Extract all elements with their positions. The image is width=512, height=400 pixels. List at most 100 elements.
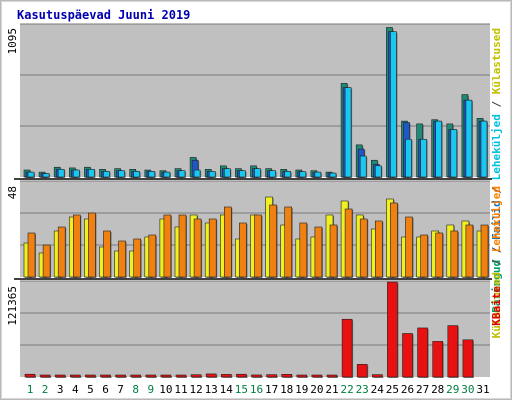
hits-ytick-label: 1095 bbox=[6, 28, 19, 55]
pages-bar-day-8 bbox=[133, 171, 140, 178]
pages-bar-day-20 bbox=[314, 226, 323, 278]
kbytes-bars bbox=[24, 281, 474, 378]
kbytes-bar-day-6 bbox=[100, 374, 111, 378]
day-label: 23 bbox=[356, 383, 369, 396]
kbytes-bar-day-19 bbox=[296, 374, 308, 378]
kbytes-bar-day-12 bbox=[190, 374, 202, 378]
pages-bar-day-21 bbox=[329, 172, 337, 178]
hits-panel: 1095 Päringud / Failid / Leheküljed / Kü… bbox=[6, 23, 503, 313]
day-label: 18 bbox=[280, 383, 293, 396]
hits-legend: Päringud / Failid / Leheküljed / Külastu… bbox=[490, 28, 503, 313]
pages-bar-day-30 bbox=[465, 224, 474, 278]
kbytes-bar-day-20 bbox=[311, 374, 323, 378]
pages-bar-day-17 bbox=[269, 170, 276, 178]
kbytes-bar-day-1 bbox=[24, 373, 36, 378]
pages-bar-day-30 bbox=[465, 99, 473, 178]
visits-legend: Külastused / Leheküljed bbox=[490, 186, 503, 338]
pages-bar-day-15 bbox=[239, 170, 246, 178]
hits-gridlines bbox=[20, 23, 490, 127]
pages-bar-day-10 bbox=[163, 171, 171, 178]
kbytes-bar-day-11 bbox=[175, 374, 187, 378]
day-label: 1 bbox=[27, 383, 34, 396]
day-label: 24 bbox=[371, 383, 385, 396]
day-label: 20 bbox=[310, 383, 323, 396]
kbytes-bar-day-5 bbox=[85, 374, 96, 378]
pages-bar-day-28 bbox=[435, 232, 444, 278]
day-label: 31 bbox=[476, 383, 489, 396]
pages-bar-day-3 bbox=[57, 226, 66, 278]
pages-bar-day-18 bbox=[284, 206, 293, 278]
pages-bar-day-1 bbox=[27, 171, 35, 178]
pages-bar-day-12 bbox=[193, 218, 202, 278]
pages-bar-day-22 bbox=[344, 87, 352, 178]
kbytes-bar-day-22 bbox=[341, 318, 353, 378]
day-label: 14 bbox=[220, 383, 234, 396]
kbytes-panel: 121365 KBaite bbox=[6, 280, 503, 378]
pages-bar-day-31 bbox=[480, 120, 488, 178]
pages-bar-day-25 bbox=[390, 31, 397, 178]
pages-bar-day-27 bbox=[420, 234, 428, 278]
kbytes-bar-day-26 bbox=[402, 333, 413, 378]
kbytes-bar-day-25 bbox=[387, 281, 398, 378]
pages-bar-day-7 bbox=[118, 240, 126, 278]
day-label: 15 bbox=[235, 383, 248, 396]
legend-pages-orange: Leheküljed bbox=[490, 186, 503, 252]
pages-bar-day-22 bbox=[344, 208, 353, 278]
pages-bar-day-28 bbox=[435, 120, 443, 178]
kbytes-bar-day-21 bbox=[326, 374, 338, 378]
kbytes-bar-day-2 bbox=[39, 374, 51, 378]
day-label: 22 bbox=[340, 383, 353, 396]
day-label: 2 bbox=[42, 383, 49, 396]
pages-bar-day-16 bbox=[254, 214, 262, 278]
pages-bar-day-23 bbox=[359, 218, 368, 278]
day-label: 8 bbox=[132, 383, 139, 396]
pages-bar-day-24 bbox=[374, 220, 383, 278]
pages-bar-day-25 bbox=[390, 202, 398, 278]
day-label: 17 bbox=[265, 383, 278, 396]
kbytes-bar-day-8 bbox=[130, 374, 141, 378]
kbytes-bar-day-23 bbox=[356, 364, 368, 378]
kbytes-bar-day-3 bbox=[54, 374, 66, 378]
pages-bar-day-4 bbox=[73, 214, 81, 278]
day-label: 28 bbox=[431, 383, 444, 396]
pages-bar-day-27 bbox=[420, 138, 427, 178]
kbytes-bar-day-14 bbox=[221, 374, 232, 378]
kbytes-bar-day-24 bbox=[371, 374, 383, 378]
pages-bar-day-29 bbox=[450, 230, 459, 278]
pages-bar-day-12 bbox=[193, 169, 201, 178]
pages-bar-day-2 bbox=[42, 244, 51, 278]
legend-visits: Külastused bbox=[490, 28, 503, 94]
pages-bar-day-14 bbox=[224, 168, 231, 178]
pages-bar-day-29 bbox=[450, 129, 458, 178]
kbytes-bar-day-13 bbox=[205, 373, 217, 378]
day-label: 9 bbox=[147, 383, 154, 396]
kbytes-bar-day-30 bbox=[462, 339, 474, 378]
kbytes-bar-day-18 bbox=[281, 374, 293, 378]
day-axis-labels: 1 2 3 4 5 6 7 8 9 10 11 12 13 14 15 16 17 18 19 20 21 22 23 24 2… bbox=[27, 383, 490, 396]
pages-bar-day-5 bbox=[88, 169, 95, 178]
kbytes-bar-day-15 bbox=[236, 373, 247, 378]
pages-bar-day-5 bbox=[88, 212, 96, 278]
chart-title: Kasutuspäevad Juuni 2019 bbox=[17, 8, 190, 22]
day-label: 7 bbox=[117, 383, 124, 396]
pages-bar-day-14 bbox=[224, 206, 232, 278]
pages-bar-day-18 bbox=[284, 171, 292, 178]
day-label: 10 bbox=[159, 383, 172, 396]
kbytes-bar-day-10 bbox=[160, 374, 172, 378]
pages-bar-day-6 bbox=[103, 171, 110, 178]
hits-bars bbox=[23, 27, 488, 179]
day-label: 19 bbox=[295, 383, 308, 396]
pages-bar-day-24 bbox=[374, 165, 382, 178]
pages-bar-day-8 bbox=[133, 238, 141, 278]
pages-bar-day-4 bbox=[73, 169, 80, 178]
pages-bar-day-13 bbox=[208, 171, 216, 178]
day-label: 6 bbox=[102, 383, 109, 396]
day-label: 29 bbox=[446, 383, 459, 396]
pages-bar-day-13 bbox=[208, 218, 217, 278]
pages-bar-day-17 bbox=[269, 204, 277, 278]
visits-panel: 48 Külastused / Leheküljed bbox=[6, 180, 503, 338]
legend-requests: Päringud bbox=[490, 260, 503, 313]
kbytes-bar-day-27 bbox=[417, 327, 428, 378]
